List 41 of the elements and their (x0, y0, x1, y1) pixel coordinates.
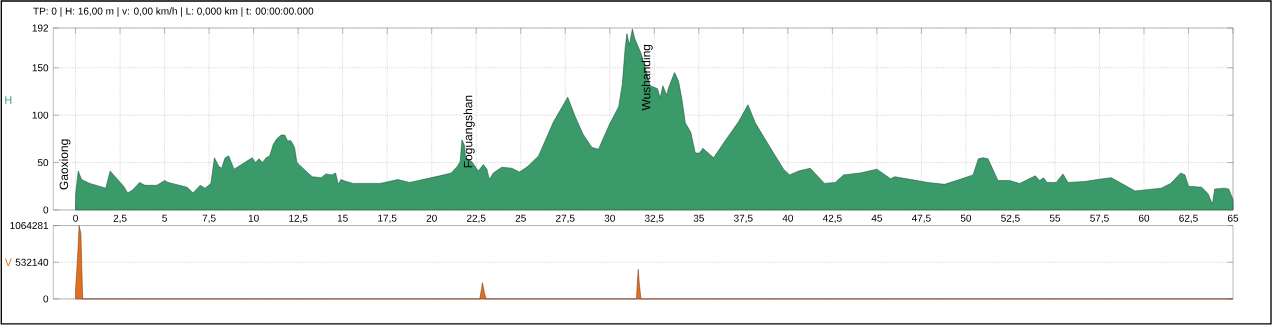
annotation: Wushanding (641, 44, 653, 111)
x-tick-label: 40 (782, 214, 794, 222)
y-axis-title: H (5, 96, 12, 104)
x-tick-label: 17,5 (378, 214, 397, 223)
y-tick-label: 532140 (15, 258, 49, 266)
y-tick-label: 192 (32, 24, 49, 32)
x-tick-label: 27,5 (556, 214, 575, 223)
x-tick-label: 20 (426, 214, 437, 222)
x-tick-label: 50 (960, 214, 972, 222)
x-tick-label: 47,5 (911, 214, 931, 223)
x-tick-label: 60 (1138, 214, 1150, 222)
y-tick-label: 50 (37, 159, 49, 167)
x-tick-label: 32,5 (644, 214, 664, 223)
x-tick-label: 65 (1227, 214, 1239, 222)
x-tick-label: 15 (337, 214, 348, 222)
x-tick-label: 2,5 (113, 214, 127, 223)
x-tick-label: 7,5 (202, 214, 216, 223)
x-tick-label: 52,5 (1001, 214, 1020, 223)
y-axis-title: V (4, 258, 12, 266)
y-tick-label: 150 (32, 64, 49, 72)
x-tick-label: 25 (515, 214, 526, 222)
x-tick-label: 22,5 (466, 214, 486, 223)
y-tick-label: 0 (43, 295, 49, 303)
annotation: Gaoxiong (59, 139, 71, 190)
x-tick-label: 42,5 (822, 214, 842, 223)
x-tick-label: 62,5 (1179, 214, 1198, 223)
x-tick-label: 5 (162, 214, 167, 222)
y-tick-label: 0 (43, 206, 49, 214)
y-tick-label: 100 (32, 111, 49, 119)
x-tick-label: 10 (248, 214, 259, 222)
x-tick-label: 45 (871, 214, 883, 222)
annotation: Foguangshan (463, 95, 475, 168)
y-tick-label: 1064281 (10, 222, 49, 230)
x-tick-label: 0 (73, 214, 78, 222)
x-tick-label: 55 (1049, 214, 1061, 222)
chart-title: TP: 0 | H: 16,00 m | v: 0,00 km/h | L: 0,000 km | t: 00:00:00.000 (33, 7, 314, 17)
x-tick-label: 37,5 (733, 214, 753, 223)
x-tick-label: 35 (693, 214, 704, 222)
x-tick-label: 57,5 (1090, 214, 1109, 223)
x-tick-label: 30 (604, 214, 615, 222)
x-tick-label: 12,5 (289, 214, 308, 223)
